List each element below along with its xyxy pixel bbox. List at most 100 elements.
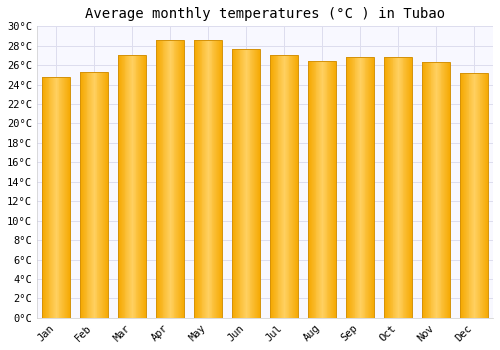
Bar bbox=[448, 62, 449, 318]
Bar bbox=[473, 73, 474, 318]
Bar bbox=[258, 49, 260, 318]
Bar bbox=[214, 40, 215, 318]
Bar bbox=[324, 61, 326, 318]
Bar bbox=[478, 73, 480, 318]
Bar bbox=[438, 62, 439, 318]
Bar bbox=[139, 55, 140, 318]
Bar bbox=[369, 57, 370, 318]
Bar bbox=[406, 57, 407, 318]
Bar bbox=[271, 55, 272, 318]
Bar bbox=[422, 62, 423, 318]
Bar bbox=[101, 72, 102, 318]
Bar bbox=[326, 61, 328, 318]
Bar bbox=[398, 57, 399, 318]
Bar bbox=[364, 57, 366, 318]
Bar bbox=[194, 40, 195, 318]
Bar bbox=[168, 40, 169, 318]
Bar bbox=[204, 40, 205, 318]
Bar bbox=[102, 72, 103, 318]
Bar bbox=[167, 40, 168, 318]
Bar bbox=[131, 55, 132, 318]
Bar bbox=[118, 55, 146, 318]
Bar bbox=[480, 73, 482, 318]
Bar bbox=[440, 62, 442, 318]
Bar bbox=[142, 55, 143, 318]
Bar bbox=[55, 77, 56, 318]
Bar bbox=[425, 62, 426, 318]
Bar bbox=[144, 55, 146, 318]
Bar bbox=[245, 49, 246, 318]
Bar bbox=[371, 57, 372, 318]
Bar bbox=[106, 72, 108, 318]
Bar bbox=[44, 77, 45, 318]
Bar bbox=[121, 55, 122, 318]
Bar bbox=[250, 49, 252, 318]
Bar bbox=[169, 40, 170, 318]
Bar bbox=[280, 55, 281, 318]
Bar bbox=[254, 49, 255, 318]
Bar bbox=[474, 73, 475, 318]
Bar bbox=[384, 57, 385, 318]
Bar bbox=[48, 77, 50, 318]
Bar bbox=[64, 77, 65, 318]
Bar bbox=[209, 40, 210, 318]
Bar bbox=[437, 62, 438, 318]
Bar bbox=[98, 72, 100, 318]
Bar bbox=[445, 62, 446, 318]
Bar bbox=[80, 72, 81, 318]
Bar bbox=[291, 55, 292, 318]
Bar bbox=[428, 62, 430, 318]
Bar bbox=[372, 57, 373, 318]
Bar bbox=[332, 61, 333, 318]
Bar bbox=[199, 40, 200, 318]
Bar bbox=[360, 57, 361, 318]
Bar bbox=[156, 40, 157, 318]
Bar bbox=[158, 40, 159, 318]
Bar bbox=[195, 40, 196, 318]
Bar bbox=[96, 72, 98, 318]
Bar bbox=[53, 77, 54, 318]
Bar bbox=[166, 40, 167, 318]
Bar bbox=[347, 57, 348, 318]
Bar bbox=[460, 73, 462, 318]
Bar bbox=[132, 55, 133, 318]
Bar bbox=[278, 55, 280, 318]
Bar bbox=[273, 55, 274, 318]
Bar bbox=[93, 72, 94, 318]
Bar bbox=[472, 73, 473, 318]
Bar bbox=[484, 73, 485, 318]
Bar bbox=[170, 40, 171, 318]
Bar bbox=[118, 55, 119, 318]
Bar bbox=[120, 55, 121, 318]
Bar bbox=[233, 49, 234, 318]
Bar bbox=[243, 49, 244, 318]
Bar bbox=[218, 40, 219, 318]
Bar bbox=[162, 40, 164, 318]
Bar bbox=[138, 55, 139, 318]
Bar bbox=[42, 77, 70, 318]
Bar bbox=[217, 40, 218, 318]
Bar bbox=[346, 57, 374, 318]
Bar bbox=[276, 55, 278, 318]
Bar bbox=[52, 77, 53, 318]
Bar bbox=[334, 61, 336, 318]
Bar bbox=[171, 40, 172, 318]
Bar bbox=[476, 73, 477, 318]
Bar bbox=[220, 40, 222, 318]
Bar bbox=[396, 57, 397, 318]
Bar bbox=[482, 73, 483, 318]
Bar bbox=[219, 40, 220, 318]
Bar bbox=[362, 57, 364, 318]
Bar bbox=[388, 57, 389, 318]
Bar bbox=[232, 49, 233, 318]
Bar bbox=[349, 57, 350, 318]
Bar bbox=[161, 40, 162, 318]
Bar bbox=[86, 72, 88, 318]
Bar bbox=[316, 61, 318, 318]
Bar bbox=[157, 40, 158, 318]
Bar bbox=[292, 55, 293, 318]
Bar bbox=[358, 57, 359, 318]
Bar bbox=[392, 57, 394, 318]
Bar bbox=[177, 40, 178, 318]
Bar bbox=[84, 72, 86, 318]
